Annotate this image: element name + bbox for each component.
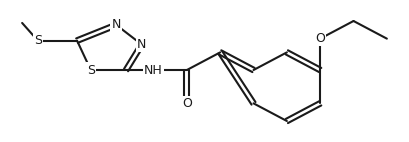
Text: S: S [87, 63, 95, 77]
Text: NH: NH [144, 63, 163, 77]
Text: S: S [34, 34, 42, 47]
Text: O: O [182, 97, 192, 110]
Text: O: O [315, 32, 325, 45]
Text: N: N [112, 18, 121, 31]
Text: N: N [137, 38, 146, 51]
